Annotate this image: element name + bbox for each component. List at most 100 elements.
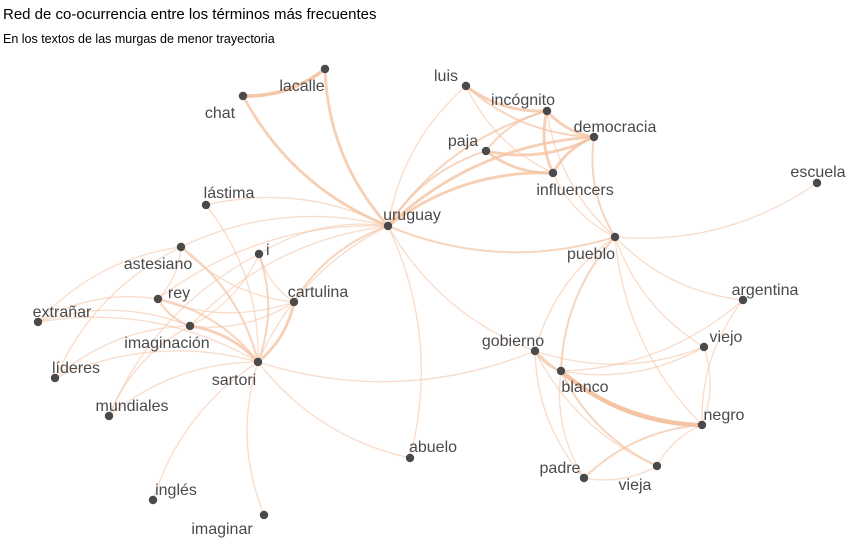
edge-uruguay-astesiano (180, 215, 389, 248)
node-chat (238, 91, 248, 101)
edge-uruguay-imaginacion (189, 225, 389, 327)
edge-influencers-pueblo (552, 172, 616, 238)
edge-sartori-abuelo (257, 361, 411, 459)
edge-pueblo-viejo (614, 236, 705, 348)
edge-astesiano-lideres (54, 246, 182, 379)
node-ingles (148, 495, 158, 505)
node-label-rey: rey (168, 285, 190, 302)
edge-uruguay-i (258, 223, 389, 255)
edge-uruguay-pueblo (386, 224, 617, 254)
edge-uruguay-sartori (257, 225, 389, 363)
node-label-viejo: viejo (710, 329, 743, 346)
node-cartulina (289, 297, 299, 307)
edge-democracia-influencers (551, 135, 596, 175)
edge-sartori-rey (156, 297, 260, 364)
edge-padre-vieja (583, 465, 658, 481)
edge-gobierno-padre (534, 350, 585, 479)
node-lideres (50, 373, 60, 383)
node-label-uruguay: uruguay (383, 207, 441, 224)
node-label-incognito: incógnito (491, 92, 555, 109)
edge-blanco-argentina (560, 299, 744, 372)
edge-imaginacion-extranar (37, 309, 191, 327)
node-sartori (253, 357, 263, 367)
node-paja (481, 146, 491, 156)
node-incognito (542, 106, 552, 116)
edge-blanco-viejo (560, 346, 705, 376)
edge-chat-uruguay (241, 94, 390, 228)
edge-pueblo-argentina (614, 236, 744, 301)
node-label-ingles: inglés (155, 482, 197, 499)
node-imaginacion (185, 321, 195, 331)
node-gobierno (530, 346, 540, 356)
edges-layer (37, 67, 818, 516)
edge-influencers-uruguay (386, 171, 555, 228)
node-label-democracia: democracia (574, 119, 657, 136)
node-negro (697, 420, 707, 430)
node-argentina (738, 295, 748, 305)
node-label-cartulina: cartulina (288, 284, 349, 301)
node-luis (461, 81, 471, 91)
edge-sartori-gobierno (257, 350, 536, 383)
edge-lacalle-uruguay (323, 67, 390, 228)
node-label-mundiales: mundiales (96, 398, 169, 415)
edge-imaginacion-i (189, 253, 260, 327)
node-influencers (548, 168, 558, 178)
edge-negro-viejo (701, 346, 711, 426)
node-label-astesiano: astesiano (124, 256, 193, 273)
edge-imaginacion-cartulina (189, 301, 295, 328)
node-label-chat: chat (205, 105, 236, 122)
node-democracia (589, 132, 599, 142)
edge-gobierno-viejo (534, 346, 705, 365)
node-label-lideres: líderes (52, 360, 100, 377)
edge-sartori-cartulina (256, 300, 296, 364)
edge-pueblo-negro (614, 236, 703, 426)
node-label-vieja: vieja (619, 477, 652, 494)
node-label-lastima: lástima (204, 185, 255, 202)
edge-incognito-pueblo (546, 110, 616, 238)
node-label-blanco: blanco (561, 379, 608, 396)
figure-title: Red de co-ocurrencia entre los términos … (3, 6, 377, 23)
node-label-paja: paja (448, 133, 478, 150)
node-label-influencers: influencers (536, 182, 613, 199)
edge-pueblo-escuela (614, 182, 818, 239)
node-padre (579, 473, 589, 483)
edge-sartori-imaginar (246, 361, 265, 516)
node-label-argentina: argentina (732, 282, 799, 299)
edge-imaginacion-lideres (54, 325, 191, 379)
node-label-pueblo: pueblo (567, 246, 615, 263)
edge-rey-extranar (37, 295, 159, 323)
node-uruguay (383, 221, 393, 231)
edge-uruguay-gobierno (387, 225, 536, 352)
node-i (254, 249, 264, 259)
edge-i-cartulina (258, 253, 295, 303)
node-label-negro: negro (704, 407, 745, 424)
node-label-i: i (266, 242, 270, 259)
node-escuela (812, 178, 822, 188)
figure-subtitle: En los textos de las murgas de menor tra… (3, 32, 275, 46)
edge-astesiano-cartulina (180, 246, 295, 303)
node-abuelo (405, 453, 415, 463)
edge-sartori-mundiales (108, 361, 259, 417)
node-label-sartori: sartori (212, 372, 256, 389)
edge-sartori-ingles (152, 361, 259, 501)
edge-uruguay-cartulina (292, 224, 390, 304)
edge-argentina-negro (701, 299, 744, 426)
edge-blanco-vieja (559, 369, 659, 468)
edge-rey-cartulina (157, 298, 295, 314)
nodes-layer (33, 64, 822, 520)
edge-luis-influencers (465, 85, 554, 174)
edge-democracia-pueblo (591, 135, 617, 239)
edge-uruguay-lastima (205, 196, 389, 227)
node-blanco (556, 366, 566, 376)
edge-rey-astesiano (157, 246, 182, 300)
edge-democracia-uruguay (386, 135, 596, 228)
edge-luis-uruguay (387, 85, 467, 227)
node-vieja (652, 461, 662, 471)
edge-i-mundiales (108, 253, 260, 417)
edge-abuelo-uruguay (387, 225, 422, 459)
edge-blanco-negro (558, 368, 705, 428)
node-mundiales (104, 411, 114, 421)
edge-paja-uruguay (386, 149, 488, 228)
edge-sartori-lastima (205, 204, 259, 363)
